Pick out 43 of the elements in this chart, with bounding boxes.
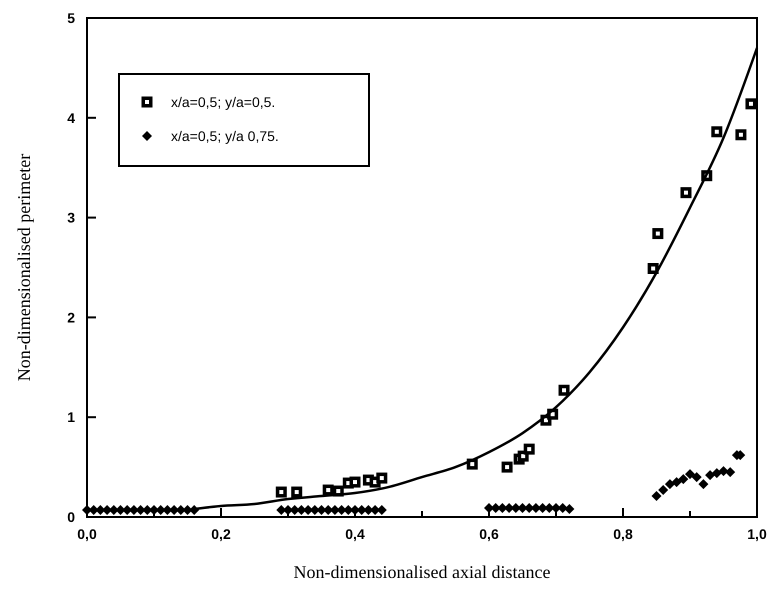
y-tick-label: 0 [67, 509, 76, 525]
point [350, 476, 360, 488]
point [652, 228, 664, 240]
point [276, 486, 287, 498]
y-axis-title: Non-dimensionalised perimeter [14, 154, 34, 382]
point [376, 505, 387, 516]
y-tick-label: 5 [67, 10, 76, 26]
point [711, 126, 722, 138]
x-tick-label: 0,4 [345, 526, 365, 542]
x-tick-label: 1,0 [747, 526, 767, 542]
point [376, 472, 388, 484]
y-tick-label: 1 [67, 409, 76, 426]
point [680, 187, 692, 198]
x-tick-label: 0,6 [479, 526, 499, 542]
legend-label: x/a=0,5; y/a 0,75. [171, 128, 279, 144]
legend-label: x/a=0,5; y/a=0,5. [171, 94, 276, 110]
point [518, 503, 528, 514]
point [698, 479, 708, 490]
y-tick-label: 4 [67, 110, 76, 126]
point [182, 505, 192, 516]
y-tick-label: 2 [67, 309, 76, 326]
y-tick-label: 3 [67, 210, 76, 226]
x-tick-label: 0,0 [77, 526, 97, 542]
point [502, 462, 513, 473]
point [692, 472, 702, 482]
point [658, 485, 668, 496]
point [652, 491, 662, 502]
point [524, 444, 535, 455]
point [664, 479, 675, 490]
point [718, 466, 728, 476]
x-axis-title: Non-dimensionalised axial distance [294, 562, 550, 582]
point [564, 504, 574, 514]
point [116, 505, 126, 516]
x-tick-label: 0,8 [613, 526, 633, 542]
point [725, 467, 736, 478]
point [672, 477, 682, 488]
point [678, 474, 688, 484]
x-tick-label: 0,2 [211, 526, 231, 542]
point [316, 505, 326, 516]
point [685, 469, 695, 480]
point [712, 468, 722, 478]
point [735, 129, 746, 140]
point [705, 470, 716, 480]
